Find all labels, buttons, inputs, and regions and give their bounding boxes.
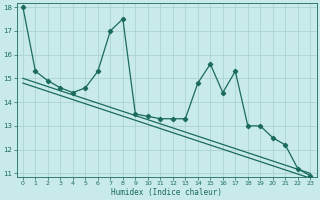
X-axis label: Humidex (Indice chaleur): Humidex (Indice chaleur)	[111, 188, 222, 197]
